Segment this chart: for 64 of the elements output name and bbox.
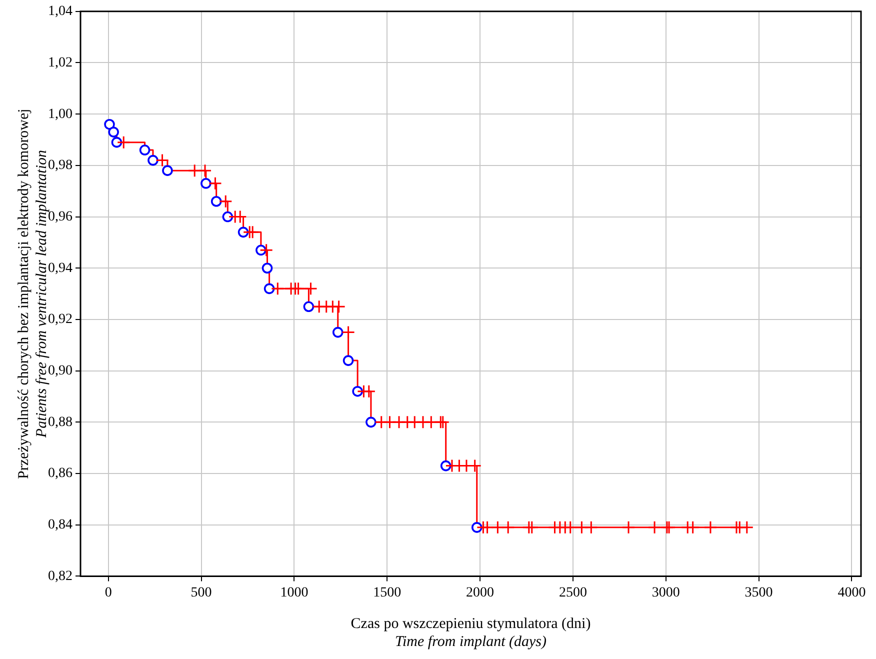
point xyxy=(210,196,222,207)
point xyxy=(564,520,578,534)
y-tick-label: 0,88 xyxy=(48,414,72,430)
y-tick-label: 0,82 xyxy=(48,568,72,584)
x-tick-label: 2500 xyxy=(558,585,587,600)
point xyxy=(525,520,539,534)
point xyxy=(342,326,356,340)
y-tick-label: 1,04 xyxy=(48,4,72,20)
point xyxy=(501,520,515,534)
point xyxy=(304,282,318,296)
point xyxy=(111,136,122,148)
x-tick-label: 4000 xyxy=(838,585,866,600)
point xyxy=(208,176,222,190)
point xyxy=(200,178,212,189)
point xyxy=(188,164,202,178)
point xyxy=(270,282,284,296)
x-axis-title: Czas po wszczepieniu stymulatora (dni) Time from implant (days) xyxy=(350,616,591,650)
y-tick-label: 0,84 xyxy=(48,518,72,533)
point xyxy=(622,520,636,534)
point xyxy=(156,154,170,168)
point xyxy=(332,300,346,314)
point xyxy=(264,283,275,294)
point xyxy=(740,520,754,534)
point xyxy=(198,164,212,178)
point xyxy=(362,384,376,398)
point xyxy=(292,282,306,296)
point xyxy=(490,520,504,534)
point xyxy=(139,144,150,156)
point xyxy=(116,136,130,150)
point xyxy=(222,211,234,222)
x-tick-label: 0 xyxy=(104,585,112,600)
y-tick-label: 1,02 xyxy=(48,55,72,70)
y-tick-label: 1,00 xyxy=(48,106,72,122)
point xyxy=(218,194,232,208)
y-tick-label: 0,94 xyxy=(48,260,72,276)
point xyxy=(262,262,273,274)
point xyxy=(704,520,718,534)
y-tick-label: 0,96 xyxy=(48,209,72,224)
x-tick-label: 1000 xyxy=(280,585,308,600)
x-tick-label: 2000 xyxy=(466,585,494,600)
y-axis-title: Przeżywalność chorych bez implantacji elektrody komorowej Patients free from ventricular lead implantation xyxy=(16,108,50,479)
point xyxy=(108,126,119,138)
y-tick-label: 0,90 xyxy=(48,363,72,378)
point xyxy=(366,416,376,428)
point xyxy=(260,243,274,257)
point xyxy=(246,225,260,239)
x-tick-label: 1500 xyxy=(373,585,402,600)
y-tick-label: 0,86 xyxy=(48,466,72,482)
point xyxy=(162,165,173,176)
point xyxy=(480,520,494,534)
y-tick-label: 0,92 xyxy=(48,312,72,328)
point xyxy=(332,326,344,338)
point xyxy=(342,355,354,366)
y-tick-label: 0,98 xyxy=(48,158,72,174)
x-tick-label: 500 xyxy=(190,585,212,600)
point xyxy=(148,154,158,166)
point xyxy=(686,520,700,534)
point xyxy=(648,520,662,534)
point xyxy=(584,520,598,534)
x-tick-label: 3500 xyxy=(744,585,773,600)
x-tick-label: 3000 xyxy=(652,585,680,600)
point xyxy=(303,301,314,312)
point xyxy=(436,415,450,429)
point xyxy=(104,118,115,130)
